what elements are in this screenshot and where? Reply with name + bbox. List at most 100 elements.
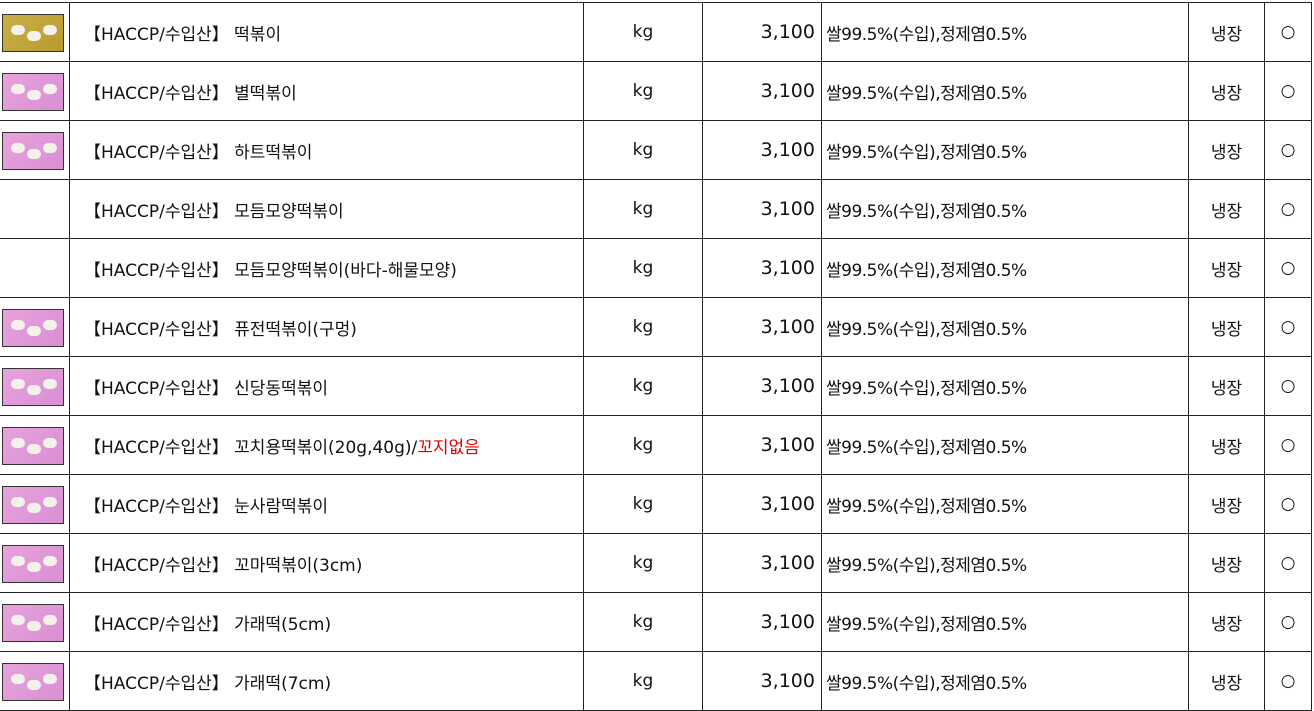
origin-prefix: 【HACCP/수입산】 (84, 201, 229, 222)
storage-cell[interactable]: 냉장 (1188, 120, 1265, 180)
table-row[interactable]: 【HACCP/수입산】 꼬치용떡볶이(20g,40g)/꼬지없음 kg 3,10… (0, 415, 1312, 475)
product-name: 가래떡(5cm) (234, 614, 332, 635)
product-name-cell[interactable]: 【HACCP/수입산】 하트떡볶이 (69, 120, 584, 180)
storage-cell[interactable]: 냉장 (1188, 61, 1265, 121)
storage-cell[interactable]: 냉장 (1188, 2, 1265, 62)
price-cell[interactable]: 3,100 (702, 2, 822, 62)
mark-cell[interactable]: ○ (1264, 2, 1312, 62)
storage-cell[interactable]: 냉장 (1188, 533, 1265, 593)
price-cell[interactable]: 3,100 (702, 297, 822, 357)
storage-cell[interactable]: 냉장 (1188, 651, 1265, 711)
mark-cell[interactable]: ○ (1264, 61, 1312, 121)
mark-cell[interactable]: ○ (1264, 592, 1312, 652)
table-row[interactable]: 【HACCP/수입산】 모듬모양떡볶이 kg 3,100 쌀99.5%(수입),… (0, 179, 1312, 239)
unit-cell[interactable]: kg (583, 592, 703, 652)
product-name-cell[interactable]: 【HACCP/수입산】 모듬모양떡볶이 (69, 179, 584, 239)
product-name: 신당동떡볶이 (234, 378, 329, 399)
ingredients-cell[interactable]: 쌀99.5%(수입),정제염0.5% (821, 179, 1189, 239)
product-thumbnail (2, 545, 64, 583)
unit-cell[interactable]: kg (583, 533, 703, 593)
product-name-cell[interactable]: 【HACCP/수입산】 꼬마떡볶이(3cm) (69, 533, 584, 593)
table-row[interactable]: 【HACCP/수입산】 가래떡(5cm) kg 3,100 쌀99.5%(수입)… (0, 592, 1312, 652)
mark-cell[interactable]: ○ (1264, 179, 1312, 239)
ingredients-cell[interactable]: 쌀99.5%(수입),정제염0.5% (821, 474, 1189, 534)
table-row[interactable]: 【HACCP/수입산】 퓨전떡볶이(구멍) kg 3,100 쌀99.5%(수입… (0, 297, 1312, 357)
ingredients-cell[interactable]: 쌀99.5%(수입),정제염0.5% (821, 120, 1189, 180)
price-cell[interactable]: 3,100 (702, 474, 822, 534)
table-row[interactable]: 【HACCP/수입산】 꼬마떡볶이(3cm) kg 3,100 쌀99.5%(수… (0, 533, 1312, 593)
mark-cell[interactable]: ○ (1264, 651, 1312, 711)
ingredients-cell[interactable]: 쌀99.5%(수입),정제염0.5% (821, 592, 1189, 652)
ingredients-cell[interactable]: 쌀99.5%(수입),정제염0.5% (821, 533, 1189, 593)
product-name: 모듬모양떡볶이(바다-해물모양) (234, 260, 457, 281)
price-cell[interactable]: 3,100 (702, 238, 822, 298)
price-cell[interactable]: 3,100 (702, 651, 822, 711)
mark-cell[interactable]: ○ (1264, 120, 1312, 180)
price-cell[interactable]: 3,100 (702, 179, 822, 239)
table-row[interactable]: 【HACCP/수입산】 별떡볶이 kg 3,100 쌀99.5%(수입),정제염… (0, 61, 1312, 121)
ingredients-cell[interactable]: 쌀99.5%(수입),정제염0.5% (821, 651, 1189, 711)
price-cell[interactable]: 3,100 (702, 592, 822, 652)
mark-cell[interactable]: ○ (1264, 356, 1312, 416)
price-cell[interactable]: 3,100 (702, 61, 822, 121)
ingredients-cell[interactable]: 쌀99.5%(수입),정제염0.5% (821, 415, 1189, 475)
product-name-cell[interactable]: 【HACCP/수입산】 가래떡(7cm) (69, 651, 584, 711)
storage-cell[interactable]: 냉장 (1188, 415, 1265, 475)
product-note: 꼬지없음 (417, 437, 480, 458)
ingredients-cell[interactable]: 쌀99.5%(수입),정제염0.5% (821, 2, 1189, 62)
unit-cell[interactable]: kg (583, 238, 703, 298)
product-thumbnail (2, 663, 64, 701)
mark-cell[interactable]: ○ (1264, 238, 1312, 298)
product-name-cell[interactable]: 【HACCP/수입산】 눈사람떡볶이 (69, 474, 584, 534)
unit-cell[interactable]: kg (583, 651, 703, 711)
mark-cell[interactable]: ○ (1264, 474, 1312, 534)
ingredients-cell[interactable]: 쌀99.5%(수입),정제염0.5% (821, 356, 1189, 416)
unit-cell[interactable]: kg (583, 61, 703, 121)
price-cell[interactable]: 3,100 (702, 415, 822, 475)
ingredients-cell[interactable]: 쌀99.5%(수입),정제염0.5% (821, 61, 1189, 121)
image-cell (0, 2, 70, 62)
unit-cell[interactable]: kg (583, 120, 703, 180)
storage-cell[interactable]: 냉장 (1188, 179, 1265, 239)
table-row[interactable]: 【HACCP/수입산】 가래떡(7cm) kg 3,100 쌀99.5%(수입)… (0, 651, 1312, 711)
storage-cell[interactable]: 냉장 (1188, 297, 1265, 357)
unit-cell[interactable]: kg (583, 415, 703, 475)
ingredients-cell[interactable]: 쌀99.5%(수입),정제염0.5% (821, 297, 1189, 357)
product-name-cell[interactable]: 【HACCP/수입산】 모듬모양떡볶이(바다-해물모양) (69, 238, 584, 298)
unit-cell[interactable]: kg (583, 297, 703, 357)
origin-prefix: 【HACCP/수입산】 (84, 437, 229, 458)
unit-cell[interactable]: kg (583, 356, 703, 416)
product-name-cell[interactable]: 【HACCP/수입산】 가래떡(5cm) (69, 592, 584, 652)
image-cell (0, 61, 70, 121)
unit-cell[interactable]: kg (583, 474, 703, 534)
mark-cell[interactable]: ○ (1264, 533, 1312, 593)
product-name: 떡볶이 (234, 24, 282, 45)
product-name-cell[interactable]: 【HACCP/수입산】 별떡볶이 (69, 61, 584, 121)
mark-cell[interactable]: ○ (1264, 415, 1312, 475)
image-cell (0, 238, 70, 298)
mark-cell[interactable]: ○ (1264, 297, 1312, 357)
product-thumbnail (2, 14, 64, 52)
product-name-cell[interactable]: 【HACCP/수입산】 꼬치용떡볶이(20g,40g)/꼬지없음 (69, 415, 584, 475)
product-name-cell[interactable]: 【HACCP/수입산】 신당동떡볶이 (69, 356, 584, 416)
unit-cell[interactable]: kg (583, 179, 703, 239)
table-row[interactable]: 【HACCP/수입산】 신당동떡볶이 kg 3,100 쌀99.5%(수입),정… (0, 356, 1312, 416)
storage-cell[interactable]: 냉장 (1188, 592, 1265, 652)
origin-prefix: 【HACCP/수입산】 (84, 142, 229, 163)
price-cell[interactable]: 3,100 (702, 120, 822, 180)
storage-cell[interactable]: 냉장 (1188, 356, 1265, 416)
table-row[interactable]: 【HACCP/수입산】 떡볶이 kg 3,100 쌀99.5%(수입),정제염0… (0, 2, 1312, 62)
product-name-cell[interactable]: 【HACCP/수입산】 퓨전떡볶이(구멍) (69, 297, 584, 357)
price-cell[interactable]: 3,100 (702, 533, 822, 593)
product-name-cell[interactable]: 【HACCP/수입산】 떡볶이 (69, 2, 584, 62)
table-row[interactable]: 【HACCP/수입산】 눈사람떡볶이 kg 3,100 쌀99.5%(수입),정… (0, 474, 1312, 534)
storage-cell[interactable]: 냉장 (1188, 474, 1265, 534)
table-row[interactable]: 【HACCP/수입산】 모듬모양떡볶이(바다-해물모양) kg 3,100 쌀9… (0, 238, 1312, 298)
unit-cell[interactable]: kg (583, 2, 703, 62)
table-row[interactable]: 【HACCP/수입산】 하트떡볶이 kg 3,100 쌀99.5%(수입),정제… (0, 120, 1312, 180)
price-cell[interactable]: 3,100 (702, 356, 822, 416)
storage-cell[interactable]: 냉장 (1188, 238, 1265, 298)
product-name: 가래떡(7cm) (234, 673, 332, 694)
ingredients-cell[interactable]: 쌀99.5%(수입),정제염0.5% (821, 238, 1189, 298)
